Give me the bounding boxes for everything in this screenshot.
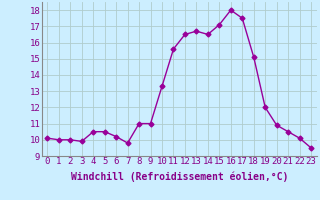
X-axis label: Windchill (Refroidissement éolien,°C): Windchill (Refroidissement éolien,°C): [70, 172, 288, 182]
